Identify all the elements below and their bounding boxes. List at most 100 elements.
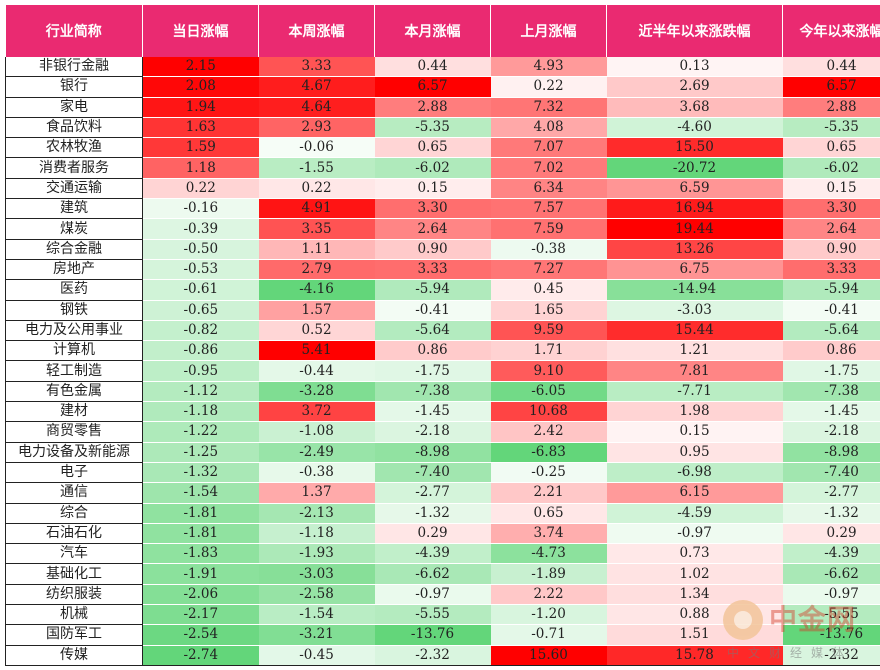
table-row: 电子 -1.32 -0.38 -7.40 -0.25 -6.98 -7.40 bbox=[5, 462, 880, 484]
value-cell: 3.33 bbox=[258, 57, 375, 78]
value-cell: -4.39 bbox=[782, 543, 880, 565]
value-cell: 2.79 bbox=[258, 259, 375, 281]
value-cell: 2.08 bbox=[142, 76, 259, 98]
value-cell: -6.02 bbox=[782, 157, 880, 179]
industry-name: 国防军工 bbox=[5, 624, 143, 646]
value-cell: 2.15 bbox=[142, 57, 259, 78]
watermark: 中金网 中文财经媒体 bbox=[723, 598, 873, 664]
value-cell: 9.59 bbox=[490, 320, 607, 342]
value-cell: 7.27 bbox=[490, 259, 607, 281]
value-cell: -3.21 bbox=[258, 624, 375, 646]
industry-name: 农林牧渔 bbox=[5, 137, 143, 159]
table-row: 农林牧渔 1.59 -0.06 0.65 7.07 15.50 0.65 bbox=[5, 137, 880, 159]
header-row: 行业简称 当日涨幅 本周涨幅 本月涨幅 上月涨幅 近半年以来涨跌幅 今年以来涨幅 bbox=[5, 5, 880, 57]
table-row: 综合 -1.81 -2.13 -1.32 0.65 -4.59 -1.32 bbox=[5, 503, 880, 524]
industry-name: 银行 bbox=[5, 76, 143, 98]
table-row: 商贸零售 -1.22 -1.08 -2.18 2.42 0.15 -2.18 bbox=[5, 421, 880, 443]
value-cell: 9.10 bbox=[490, 360, 607, 382]
value-cell: -7.40 bbox=[374, 462, 491, 484]
value-cell: 1.71 bbox=[490, 340, 607, 362]
value-cell: 1.34 bbox=[606, 584, 783, 606]
table-row: 通信 -1.54 1.37 -2.77 2.21 6.15 -2.77 bbox=[5, 482, 880, 504]
value-cell: -20.72 bbox=[606, 157, 783, 179]
value-cell: 0.86 bbox=[374, 340, 491, 362]
value-cell: -1.55 bbox=[258, 157, 375, 179]
value-cell: 0.45 bbox=[490, 279, 607, 301]
industry-name: 交通运输 bbox=[5, 178, 143, 200]
industry-name: 家电 bbox=[5, 97, 143, 118]
table-row: 汽车 -1.83 -1.93 -4.39 -4.73 0.73 -4.39 bbox=[5, 543, 880, 565]
value-cell: 2.88 bbox=[782, 97, 880, 118]
value-cell: -0.25 bbox=[490, 462, 607, 484]
value-cell: 15.78 bbox=[606, 645, 783, 666]
value-cell: -2.32 bbox=[374, 645, 491, 666]
industry-name: 通信 bbox=[5, 482, 143, 504]
value-cell: 1.02 bbox=[606, 563, 783, 585]
value-cell: -5.64 bbox=[374, 320, 491, 342]
value-cell: 2.93 bbox=[258, 117, 375, 139]
value-cell: -1.32 bbox=[142, 462, 259, 484]
value-cell: 6.57 bbox=[782, 76, 880, 98]
value-cell: -7.38 bbox=[782, 381, 880, 403]
value-cell: 0.29 bbox=[374, 523, 491, 545]
value-cell: -8.98 bbox=[782, 442, 880, 463]
industry-name: 非银行金融 bbox=[5, 57, 143, 78]
heatmap-table: 行业简称 当日涨幅 本周涨幅 本月涨幅 上月涨幅 近半年以来涨跌幅 今年以来涨幅 非银行金融… bbox=[5, 5, 880, 666]
table-row: 房地产 -0.53 2.79 3.33 7.27 6.75 3.33 bbox=[5, 259, 880, 281]
table-row: 国防军工 -2.54 -3.21 -13.76 -0.71 1.51 -13.76 bbox=[5, 624, 880, 646]
value-cell: -0.97 bbox=[782, 584, 880, 606]
column-header: 今年以来涨幅 bbox=[782, 5, 880, 57]
value-cell: 2.42 bbox=[490, 421, 607, 443]
value-cell: -1.54 bbox=[258, 604, 375, 626]
value-cell: 0.65 bbox=[782, 137, 880, 159]
value-cell: 15.60 bbox=[490, 645, 607, 666]
value-cell: -5.64 bbox=[782, 320, 880, 342]
industry-name: 电力设备及新能源 bbox=[5, 442, 143, 463]
industry-name: 计算机 bbox=[5, 340, 143, 362]
industry-name: 传媒 bbox=[5, 645, 143, 666]
table-row: 非银行金融 2.15 3.33 0.44 4.93 0.13 0.44 bbox=[5, 57, 880, 78]
value-cell: 15.44 bbox=[606, 320, 783, 342]
industry-name: 电子 bbox=[5, 462, 143, 484]
value-cell: 0.15 bbox=[782, 178, 880, 200]
value-cell: -14.94 bbox=[606, 279, 783, 301]
value-cell: 0.22 bbox=[490, 76, 607, 98]
value-cell: -2.06 bbox=[142, 584, 259, 606]
value-cell: 0.90 bbox=[782, 239, 880, 260]
value-cell: 13.26 bbox=[606, 239, 783, 260]
industry-name: 机械 bbox=[5, 604, 143, 626]
value-cell: -5.94 bbox=[374, 279, 491, 301]
value-cell: 0.44 bbox=[782, 57, 880, 78]
value-cell: 0.86 bbox=[782, 340, 880, 362]
value-cell: -2.18 bbox=[782, 421, 880, 443]
value-cell: -1.22 bbox=[142, 421, 259, 443]
industry-name: 有色金属 bbox=[5, 381, 143, 403]
value-cell: -7.40 bbox=[782, 462, 880, 484]
value-cell: -13.76 bbox=[782, 624, 880, 646]
industry-name: 电力及公用事业 bbox=[5, 320, 143, 342]
value-cell: 10.68 bbox=[490, 401, 607, 423]
value-cell: -0.41 bbox=[782, 300, 880, 321]
table-row: 石油石化 -1.81 -1.18 0.29 3.74 -0.97 0.29 bbox=[5, 523, 880, 545]
industry-name: 基础化工 bbox=[5, 563, 143, 585]
value-cell: -2.74 bbox=[142, 645, 259, 666]
value-cell: -6.62 bbox=[374, 563, 491, 585]
column-header: 行业简称 bbox=[5, 5, 143, 57]
value-cell: -0.41 bbox=[374, 300, 491, 321]
industry-name: 建筑 bbox=[5, 198, 143, 220]
value-cell: -0.45 bbox=[258, 645, 375, 666]
value-cell: -1.75 bbox=[782, 360, 880, 382]
value-cell: -0.61 bbox=[142, 279, 259, 301]
value-cell: -6.83 bbox=[490, 442, 607, 463]
value-cell: -0.65 bbox=[142, 300, 259, 321]
value-cell: -1.12 bbox=[142, 381, 259, 403]
table-row: 电力及公用事业 -0.82 0.52 -5.64 9.59 15.44 -5.64 bbox=[5, 320, 880, 342]
value-cell: 1.65 bbox=[490, 300, 607, 321]
value-cell: -3.03 bbox=[606, 300, 783, 321]
value-cell: 6.75 bbox=[606, 259, 783, 281]
column-header: 近半年以来涨跌幅 bbox=[606, 5, 783, 57]
watermark-subtitle: 中文财经媒体 bbox=[727, 646, 854, 660]
value-cell: 7.59 bbox=[490, 218, 607, 240]
table-row: 传媒 -2.74 -0.45 -2.32 15.60 15.78 -2.32 bbox=[5, 645, 880, 666]
value-cell: -0.39 bbox=[142, 218, 259, 240]
